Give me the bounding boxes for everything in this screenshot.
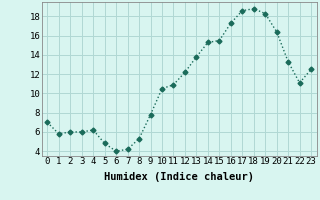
X-axis label: Humidex (Indice chaleur): Humidex (Indice chaleur) bbox=[104, 172, 254, 182]
